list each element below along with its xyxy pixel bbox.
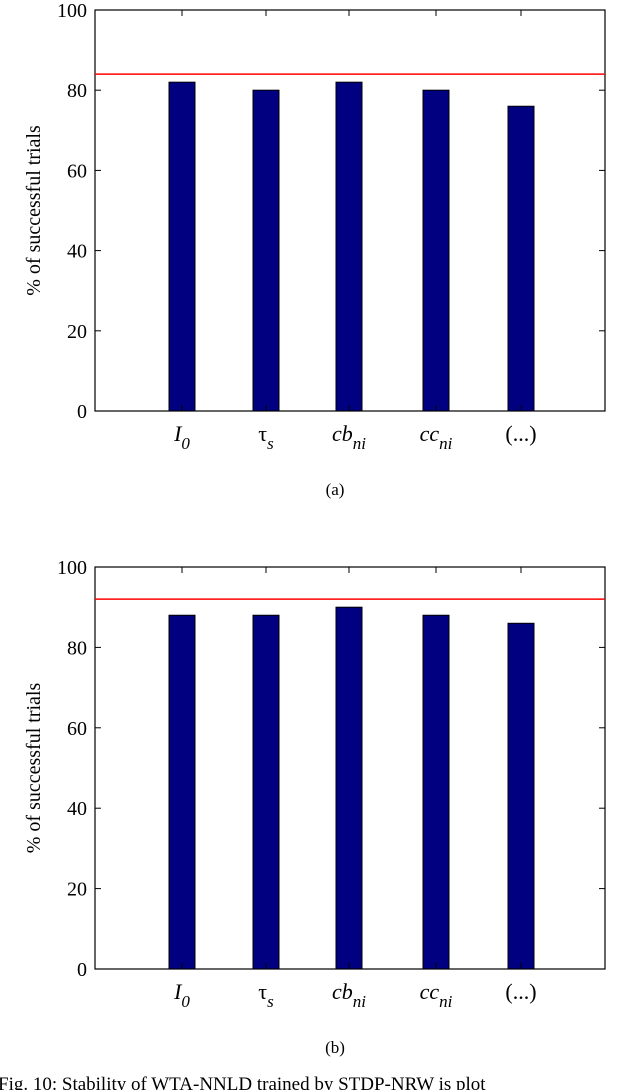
panel-caption: (b) bbox=[325, 1038, 345, 1057]
bar-2 bbox=[335, 606, 363, 970]
x-tick-label-subscript: ni bbox=[353, 992, 367, 1011]
x-tick-label-base: τ bbox=[258, 979, 267, 1004]
x-tick-label-base: τ bbox=[258, 421, 267, 446]
x-tick-label-subscript: ni bbox=[353, 434, 367, 453]
y-tick-label: 0 bbox=[77, 401, 87, 423]
x-tick-label-subscript: s bbox=[267, 992, 274, 1011]
y-tick-label: 40 bbox=[67, 241, 87, 263]
x-tick-label-base: I bbox=[173, 979, 183, 1004]
y-axis-label: % of successful trials bbox=[23, 125, 45, 296]
x-tick-label-base: I bbox=[173, 421, 183, 446]
x-tick-label-subscript: 0 bbox=[181, 434, 190, 453]
y-tick-label: 20 bbox=[67, 321, 87, 343]
bar-1 bbox=[252, 614, 280, 970]
y-tick-label: 100 bbox=[57, 557, 87, 579]
x-tick-label-base: cc bbox=[420, 421, 440, 446]
y-tick-label: 40 bbox=[67, 798, 87, 820]
panel-caption: (a) bbox=[326, 480, 345, 499]
bar-1 bbox=[252, 89, 280, 412]
x-tick-label: (...) bbox=[505, 979, 536, 1004]
y-tick-label: 60 bbox=[67, 160, 87, 182]
bar-4 bbox=[507, 622, 535, 970]
y-tick-label: 0 bbox=[77, 959, 87, 981]
x-tick-label: ccni bbox=[420, 979, 453, 1011]
x-tick-label: τs bbox=[258, 979, 274, 1011]
y-tick-label: 80 bbox=[67, 80, 87, 102]
x-tick-label-subscript: s bbox=[267, 434, 274, 453]
x-tick-label-subscript: ni bbox=[439, 434, 453, 453]
bar-0 bbox=[168, 614, 196, 970]
x-tick-label: τs bbox=[258, 421, 274, 453]
bar-0 bbox=[168, 81, 196, 412]
y-tick-label: 100 bbox=[57, 0, 87, 22]
y-axis-label: % of successful trials bbox=[23, 683, 45, 854]
bar-3 bbox=[422, 89, 450, 412]
x-tick-label-base: (...) bbox=[505, 979, 536, 1004]
x-tick-label-subscript: ni bbox=[439, 992, 453, 1011]
x-tick-label-base: (...) bbox=[505, 421, 536, 446]
x-tick-label: (...) bbox=[505, 421, 536, 446]
x-tick-label: cbni bbox=[332, 979, 366, 1011]
plot-frame bbox=[94, 566, 606, 970]
x-tick-label-base: cb bbox=[332, 421, 353, 446]
x-tick-label: cbni bbox=[332, 421, 366, 453]
x-tick-label: ccni bbox=[420, 421, 453, 453]
bar-4 bbox=[507, 105, 535, 412]
bar-3 bbox=[422, 614, 450, 970]
plot-frame bbox=[94, 9, 606, 412]
y-tick-label: 60 bbox=[67, 718, 87, 740]
bar-2 bbox=[335, 81, 363, 412]
x-tick-label-subscript: 0 bbox=[181, 992, 190, 1011]
y-tick-label: 20 bbox=[67, 879, 87, 901]
x-tick-label-base: cb bbox=[332, 979, 353, 1004]
x-tick-label: I0 bbox=[173, 979, 190, 1011]
figure-caption: Fig. 10: Stability of WTA-NNLD trained b… bbox=[0, 1074, 486, 1090]
y-tick-label: 80 bbox=[67, 637, 87, 659]
x-tick-label: I0 bbox=[173, 421, 190, 453]
x-tick-label-base: cc bbox=[420, 979, 440, 1004]
